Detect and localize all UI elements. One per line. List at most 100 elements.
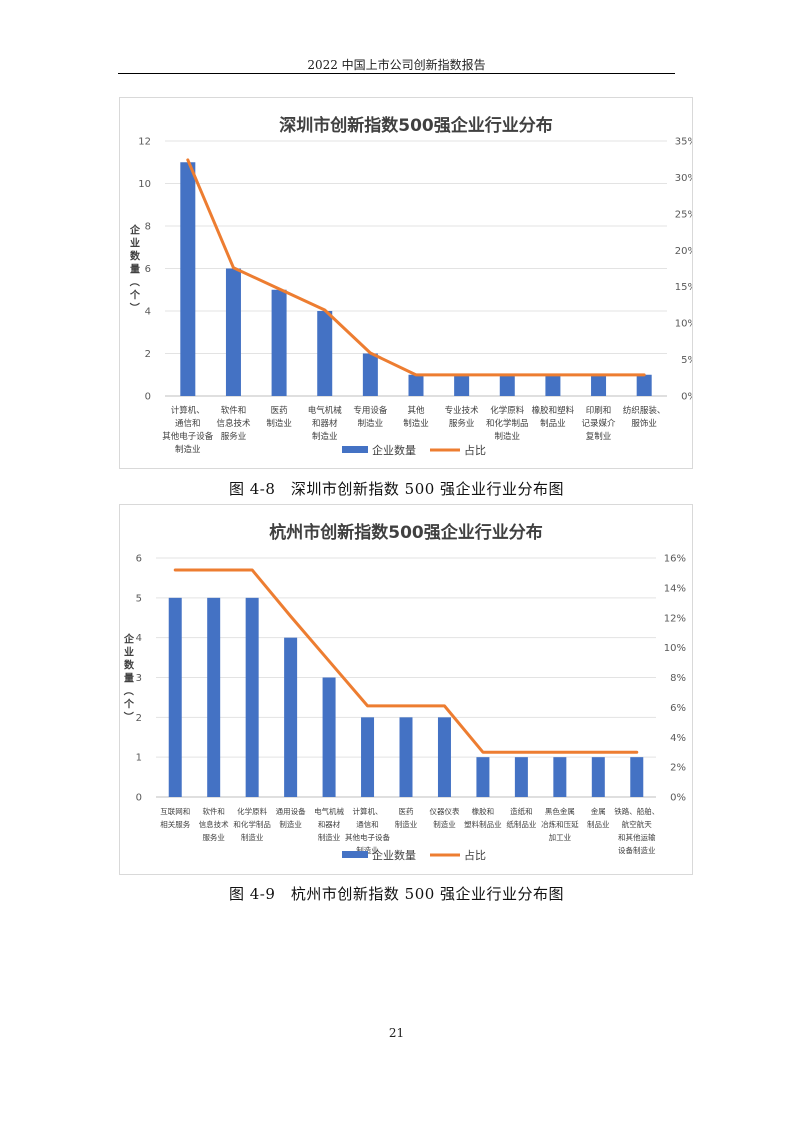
bar xyxy=(322,677,336,797)
x-tick-label: 专业技术 xyxy=(445,405,480,416)
chart-hangzhou-svg: 杭州市创新指数500强企业行业分布 0 1 2 3 4 5 6 0% 2% 4% 6% 8% 10% 12%… xyxy=(122,522,686,862)
x-tick-label: 制品业 xyxy=(540,418,566,429)
y-tick-label: 2 xyxy=(145,349,151,360)
x-tick-label: 制造业 xyxy=(241,832,264,842)
bar xyxy=(317,311,333,396)
x-tick-label: 制造业 xyxy=(318,832,341,842)
y-tick-label: 3 xyxy=(136,673,142,684)
x-tick-label: 加工业 xyxy=(549,832,572,842)
y-axis-label-char: 数 xyxy=(130,250,141,263)
y2-tick-label: 12% xyxy=(664,613,686,624)
y2-tick-label: 5% xyxy=(681,355,692,366)
x-tick-label: 软件和 xyxy=(221,405,247,416)
y2-tick-label: 14% xyxy=(664,583,686,594)
x-tick-label: 化学原料 xyxy=(490,405,525,416)
bar xyxy=(245,597,259,797)
x-tick-label: 化学原料 xyxy=(237,806,267,816)
y-axis-label-char: 数 xyxy=(124,659,135,672)
x-tick-label: 造纸和 xyxy=(510,806,533,816)
bar xyxy=(454,374,470,396)
x-tick-label: 纺织服装、 xyxy=(623,405,666,416)
x-tick-label: 通信和 xyxy=(175,418,201,429)
bar xyxy=(545,374,561,396)
bar xyxy=(476,757,490,797)
y-axis-label-char: 量 xyxy=(124,672,134,685)
bar xyxy=(514,757,528,797)
x-tick-label: 制造业 xyxy=(266,418,292,429)
y2-tick-label: 2% xyxy=(670,763,686,774)
x-tick-label: 电气机械 xyxy=(314,806,344,816)
x-tick-label: 铁路、船舶、 xyxy=(614,806,659,816)
y2-tick-label: 16% xyxy=(664,554,686,565)
x-tick-label: 通用设备 xyxy=(276,806,306,816)
page-header: 2022 中国上市公司创新指数报告 xyxy=(307,58,486,72)
x-tick-label: 通信和 xyxy=(356,819,379,829)
x-tick-label: 制造业 xyxy=(279,819,302,829)
y2-tick-label: 10% xyxy=(675,319,692,330)
y2-tick-label: 25% xyxy=(675,209,692,220)
x-tick-label: 橡胶和塑料 xyxy=(532,405,575,416)
y-axis-label-char: 个 xyxy=(129,289,141,302)
x-tick-label: 记录媒介 xyxy=(582,419,617,429)
x-tick-label: 复制业 xyxy=(586,431,612,442)
legend-label-bar: 企业数量 xyxy=(372,443,416,457)
x-tick-label: 纸制品业 xyxy=(506,819,536,829)
chart-title: 杭州市创新指数500强企业行业分布 xyxy=(269,522,543,543)
y2-tick-label: 0% xyxy=(681,392,692,403)
y2-tick-label: 20% xyxy=(675,246,692,257)
bar xyxy=(361,717,375,797)
y-tick-label: 0 xyxy=(145,392,151,403)
x-tick-label: 制造业 xyxy=(495,431,521,442)
y-axis-label-char: 企 xyxy=(123,633,135,646)
bar xyxy=(399,717,413,797)
x-tick-label: 仪器仪表 xyxy=(429,806,459,816)
x-tick-label: 黑色金属 xyxy=(545,806,575,816)
x-tick-label: 制造业 xyxy=(356,845,379,855)
y2-tick-label: 30% xyxy=(675,173,692,184)
bar xyxy=(207,597,221,797)
x-tick-label: 和其他运输 xyxy=(618,832,656,842)
x-tick-label: 制造业 xyxy=(175,444,201,455)
chart-hangzhou: 杭州市创新指数500强企业行业分布 0 1 2 3 4 5 6 0% 2% 4% 6% 8% 10% 12%… xyxy=(119,504,693,875)
y2-tick-label: 10% xyxy=(664,643,686,654)
legend-label-line: 占比 xyxy=(464,443,486,457)
bar xyxy=(271,289,287,396)
x-tick-label: 计算机、 xyxy=(353,806,383,816)
x-tick-label: 设备制造业 xyxy=(618,845,656,855)
y-tick-label: 0 xyxy=(136,793,142,804)
x-tick-label: 和化学制品 xyxy=(486,418,529,429)
y-tick-label: 6 xyxy=(145,264,151,275)
x-tick-label: 其他 xyxy=(407,405,425,416)
bar xyxy=(591,757,605,797)
x-tick-label: 信息技术 xyxy=(216,418,251,429)
y2-tick-label: 4% xyxy=(670,733,686,744)
x-tick-label: 专用设备 xyxy=(353,405,388,416)
x-tick-label: 计算机、 xyxy=(171,405,205,416)
y-tick-label: 5 xyxy=(136,593,142,604)
x-tick-label: 服饰业 xyxy=(631,418,657,429)
y2-tick-label: 0% xyxy=(670,793,686,804)
x-tick-label: 塑料制品业 xyxy=(464,819,502,829)
chart-title: 深圳市创新指数500强企业行业分布 xyxy=(279,115,553,136)
header-rule xyxy=(118,73,675,74)
page-number: 21 xyxy=(388,1026,405,1040)
chart-shenzhen-svg: 深圳市创新指数500强企业行业分布 0 2 4 6 8 10 12 0% 5% 10% 15% 20% 2… xyxy=(128,115,692,457)
x-tick-label: 制造业 xyxy=(358,418,384,429)
bar xyxy=(168,597,182,797)
y-tick-label: 1 xyxy=(136,753,142,764)
y-tick-label: 6 xyxy=(136,554,142,565)
x-tick-label: 其他电子设备 xyxy=(162,431,214,442)
x-tick-label: 和器材 xyxy=(312,418,338,429)
bar xyxy=(180,162,196,396)
x-tick-label: 金属 xyxy=(591,806,606,816)
bar xyxy=(437,717,451,797)
y-axis-label-char: 业 xyxy=(124,646,134,659)
y-axis-label-char: （ xyxy=(128,277,141,287)
x-tick-label: 和化学制品 xyxy=(233,819,271,829)
x-tick-label: 制品业 xyxy=(587,819,610,829)
y2-tick-label: 15% xyxy=(675,282,692,293)
y-axis-label-char: （ xyxy=(122,686,135,696)
bar xyxy=(225,268,241,396)
y2-tick-label: 8% xyxy=(670,673,686,684)
x-tick-label: 软件和 xyxy=(202,806,225,816)
